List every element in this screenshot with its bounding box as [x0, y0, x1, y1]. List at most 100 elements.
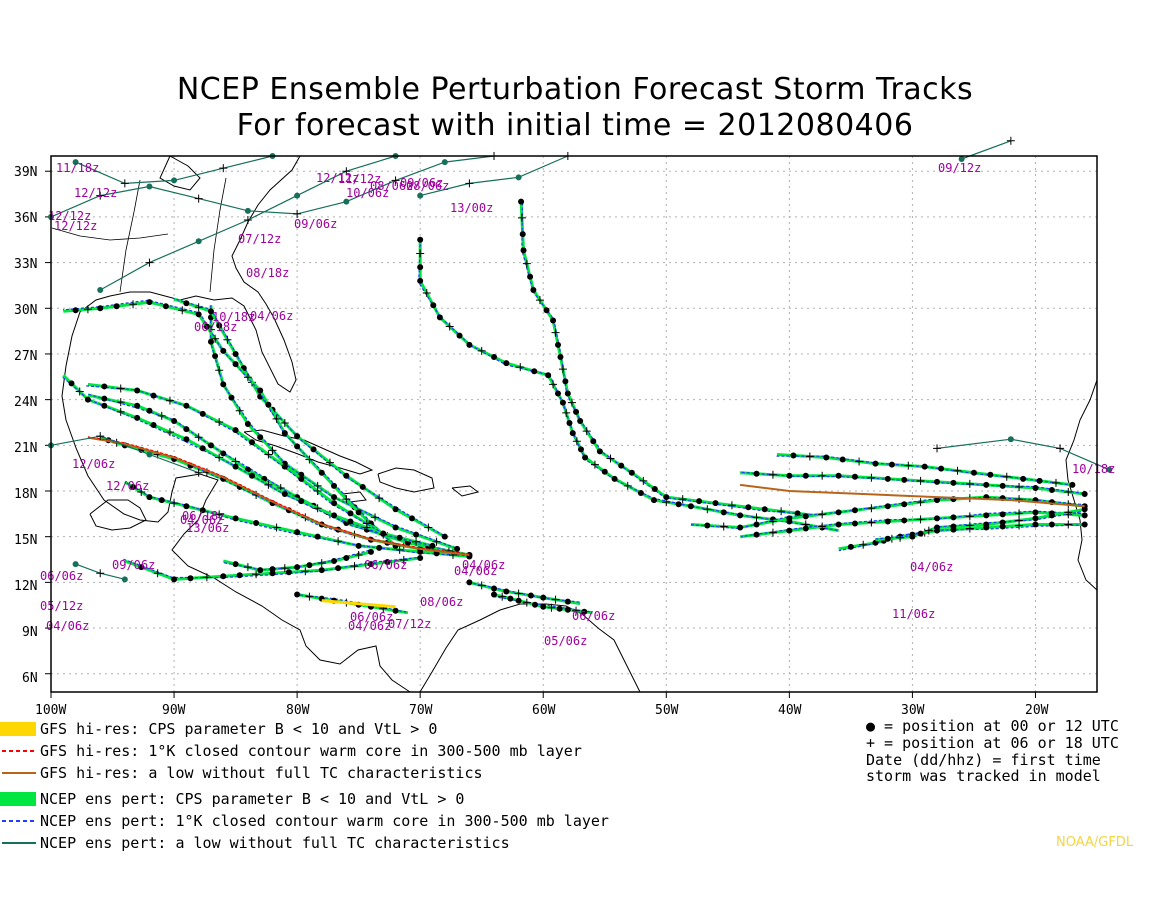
position-marker-00-12 — [68, 380, 75, 387]
date-label: 09/06z — [400, 176, 443, 190]
lon-label: 40W — [778, 703, 802, 718]
position-marker-06-18 — [215, 453, 224, 462]
position-marker-00-12 — [628, 469, 635, 476]
position-marker-00-12 — [101, 402, 108, 409]
position-marker-06-18 — [235, 406, 244, 415]
position-marker-00-12 — [281, 491, 288, 498]
position-marker-00-12 — [938, 465, 945, 472]
date-label: 11/18z — [56, 161, 99, 175]
position-marker-00-12 — [417, 548, 424, 555]
position-marker-00-12 — [1048, 486, 1055, 493]
position-marker-00-12 — [207, 338, 214, 345]
position-marker-00-12 — [1020, 475, 1027, 482]
low-position-marker — [294, 192, 301, 199]
position-marker-00-12 — [540, 603, 547, 610]
position-marker-00-12 — [220, 347, 227, 354]
position-marker-00-12 — [835, 521, 842, 528]
position-marker-00-12 — [380, 530, 387, 537]
position-marker-00-12 — [199, 507, 206, 514]
position-marker-06-18 — [703, 505, 712, 514]
position-marker-00-12 — [1081, 491, 1088, 498]
position-marker-00-12 — [581, 608, 588, 615]
position-marker-00-12 — [310, 446, 317, 453]
position-marker-06-18 — [859, 540, 868, 549]
lat-label: 36N — [14, 211, 38, 226]
position-marker-00-12 — [704, 522, 711, 529]
position-marker-00-12 — [134, 387, 141, 394]
position-marker-06-18 — [157, 411, 166, 420]
position-marker-06-18 — [170, 499, 179, 508]
position-marker-00-12 — [265, 401, 272, 408]
position-marker-00-12 — [884, 535, 891, 542]
low-position-marker — [146, 451, 153, 458]
position-marker-00-12 — [216, 322, 223, 329]
position-marker-00-12 — [888, 461, 895, 468]
position-marker-00-12 — [851, 520, 858, 527]
low-position-marker — [417, 192, 424, 199]
position-marker-06-18 — [215, 366, 224, 375]
position-marker-00-12 — [331, 500, 338, 507]
lat-label: 39N — [14, 165, 38, 180]
ens-track-warm-core — [521, 202, 815, 516]
position-marker-00-12 — [199, 445, 206, 452]
date-label: 08/06z — [406, 179, 449, 193]
position-marker-00-12 — [306, 562, 313, 569]
position-marker-06-18 — [867, 504, 876, 513]
date-label: 09/06z — [294, 217, 337, 231]
position-marker-00-12 — [1048, 521, 1055, 528]
legend-swatches — [0, 722, 36, 844]
position-marker-00-12 — [590, 438, 597, 445]
position-marker-00-12 — [384, 559, 391, 566]
position-marker-00-12 — [220, 573, 227, 580]
position-marker-00-12 — [983, 521, 990, 528]
position-marker-00-12 — [257, 387, 264, 394]
position-marker-00-12 — [802, 513, 809, 520]
lat-label: 21N — [14, 441, 38, 456]
low-position-marker — [244, 207, 251, 214]
position-marker-00-12 — [207, 308, 214, 315]
position-marker-00-12 — [257, 567, 264, 574]
date-label: 09/06z — [112, 558, 155, 572]
position-marker-06-18 — [362, 519, 371, 528]
position-marker-06-18 — [1064, 508, 1073, 517]
position-marker-00-12 — [232, 427, 239, 434]
position-marker-00-12 — [347, 518, 354, 525]
position-marker-00-12 — [651, 485, 658, 492]
position-marker-06-18 — [129, 300, 138, 309]
lat-label: 6N — [22, 671, 38, 686]
position-marker-06-18 — [293, 209, 302, 218]
position-marker-06-18 — [924, 526, 933, 535]
date-label: 11/06z — [892, 607, 935, 621]
ens-track-warm-core — [468, 581, 581, 603]
position-marker-00-12 — [343, 555, 350, 561]
position-marker-00-12 — [737, 524, 744, 531]
position-marker-00-12 — [355, 542, 362, 549]
position-marker-00-12 — [294, 443, 301, 450]
position-marker-00-12 — [507, 595, 514, 602]
position-marker-00-12 — [232, 361, 239, 368]
position-marker-06-18 — [606, 454, 615, 463]
position-marker-06-18 — [280, 418, 289, 427]
position-marker-00-12 — [203, 323, 210, 330]
date-label: 10/06z — [346, 186, 389, 200]
position-marker-00-12 — [253, 519, 260, 526]
position-marker-00-12 — [146, 494, 153, 501]
ens-track-warm-core — [173, 298, 445, 537]
position-marker-00-12 — [413, 531, 420, 538]
position-marker-00-12 — [794, 510, 801, 517]
position-marker-06-18 — [194, 194, 203, 203]
date-label: 04/06z — [910, 560, 953, 574]
coastline — [377, 467, 435, 493]
position-marker-06-18 — [313, 504, 322, 513]
position-marker-00-12 — [281, 430, 288, 437]
position-marker-00-12 — [901, 517, 908, 524]
position-marker-00-12 — [318, 469, 325, 476]
legend-gfs-warm-core: GFS hi-res: 1°K closed contour warm core… — [40, 742, 582, 760]
date-label: 04/06z — [454, 564, 497, 578]
low-position-marker — [441, 159, 448, 166]
position-marker-06-18 — [371, 513, 380, 522]
position-marker-00-12 — [72, 307, 79, 314]
position-marker-00-12 — [220, 450, 227, 457]
ens-track-cps — [173, 297, 446, 539]
position-marker-00-12 — [675, 501, 682, 508]
